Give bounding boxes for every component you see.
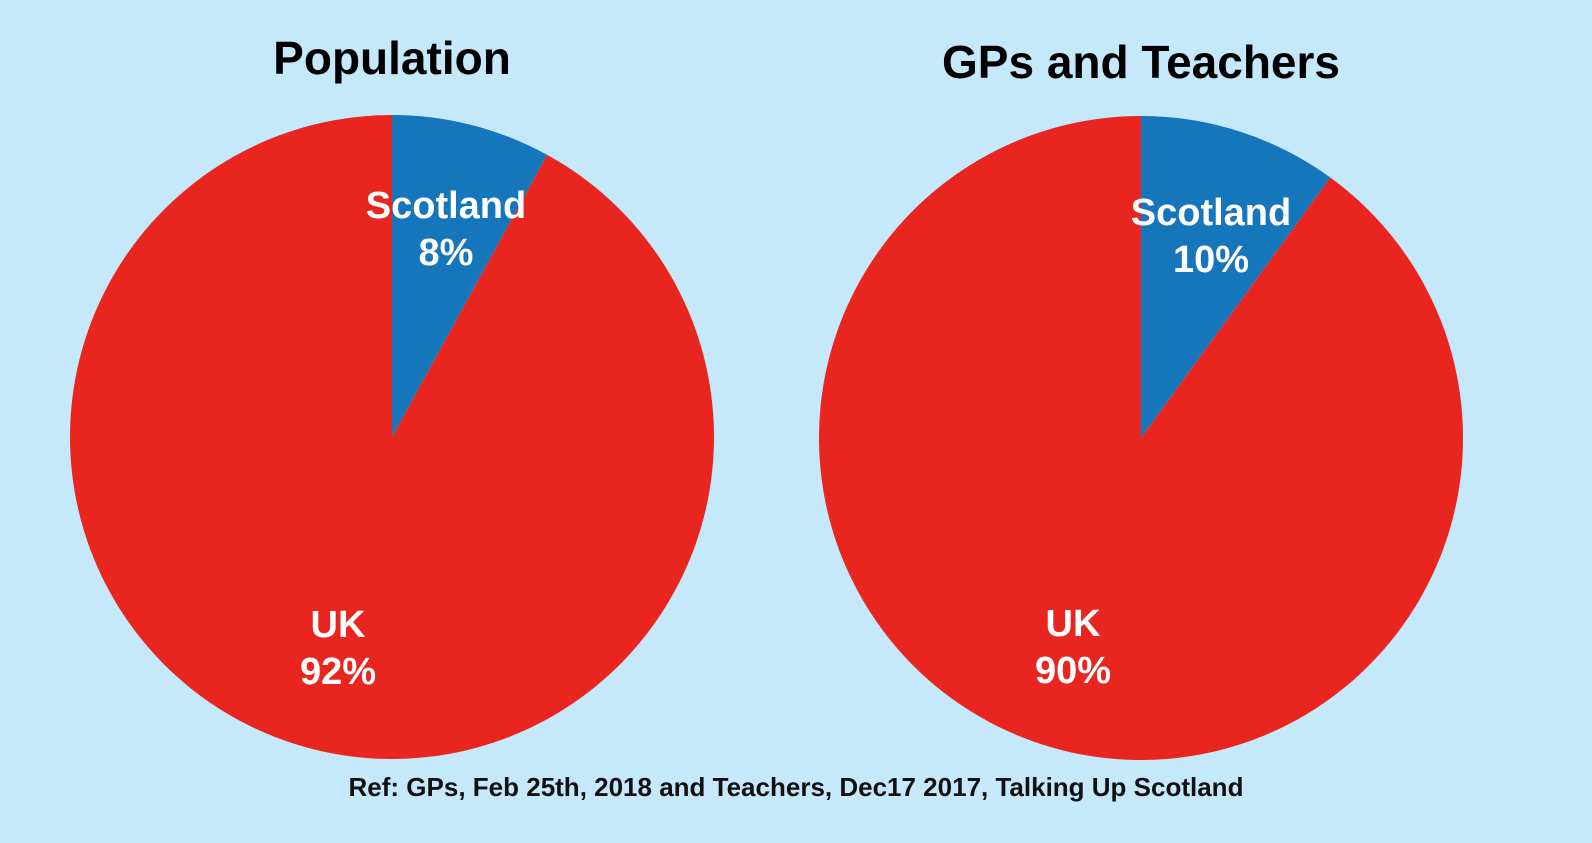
pie-slice-uk [69,115,714,760]
pie-slice-scotland [392,115,548,437]
pie-slice-scotland [1141,116,1331,438]
slice-label-scotland: Scotland [366,185,526,227]
chart-title: Population [273,32,511,84]
slice-value-uk: 92% [300,651,376,693]
slice-label-uk: UK [1046,603,1101,645]
slice-value-scotland: 8% [419,232,474,274]
pie-slice-uk [819,116,1464,760]
pie-chart-population: Population Scotland 8% UK 92% [69,32,714,760]
slice-value-uk: 90% [1035,650,1111,692]
slice-label-uk: UK [311,604,366,646]
slice-value-scotland: 10% [1173,239,1249,281]
chart-title: GPs and Teachers [942,36,1340,88]
pie-chart-gps-teachers: GPs and Teachers Scotland 10% UK 90% [819,36,1464,760]
slice-label-scotland: Scotland [1131,192,1291,234]
source-footnote: Ref: GPs, Feb 25th, 2018 and Teachers, D… [348,772,1244,802]
